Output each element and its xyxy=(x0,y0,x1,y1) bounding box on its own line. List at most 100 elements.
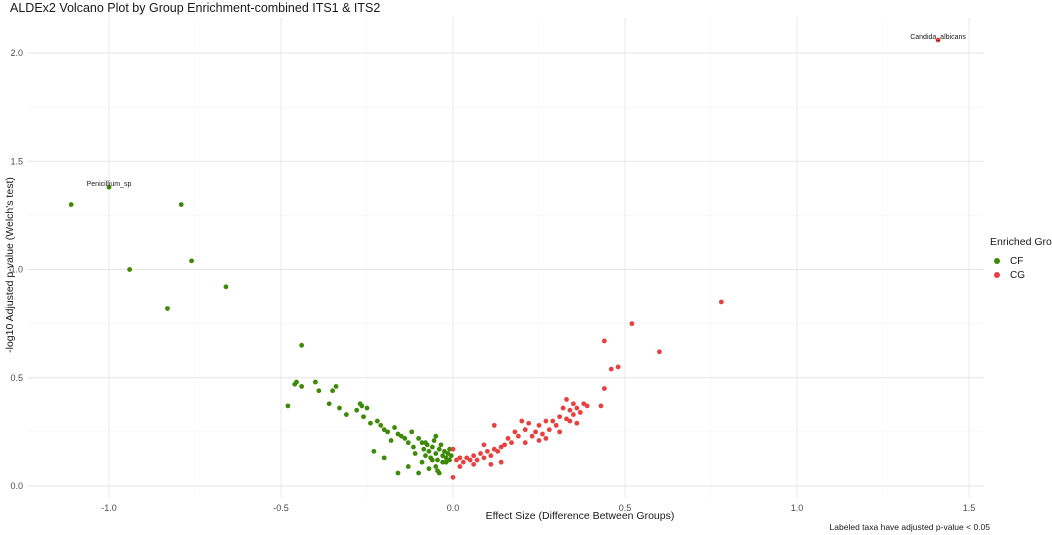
point-cg xyxy=(577,409,583,415)
legend: Enriched Group CF CG xyxy=(990,236,1052,282)
point-cg xyxy=(509,440,514,446)
point-cg xyxy=(536,438,542,443)
point-annotation: Penicillium_sp xyxy=(87,181,132,188)
point-cg xyxy=(557,414,563,420)
point-cg xyxy=(454,457,459,463)
y-tick-label: 0.5 xyxy=(10,373,23,383)
point-cg xyxy=(471,461,477,467)
point-cf xyxy=(368,420,373,426)
plot-caption: Labeled taxa have adjusted p-value < 0.0… xyxy=(829,522,990,532)
legend-title: Enriched Group xyxy=(990,236,1052,248)
point-cg xyxy=(478,451,483,456)
point-cg xyxy=(467,457,473,463)
point-cf xyxy=(343,412,349,417)
point-cg xyxy=(491,446,497,452)
legend-label-cg: CG xyxy=(1010,269,1025,281)
point-cg xyxy=(498,444,504,450)
point-cg xyxy=(502,442,507,448)
point-cf xyxy=(440,459,446,465)
x-tick-label: -1.0 xyxy=(101,503,117,513)
legend-item-cf: CF xyxy=(994,254,1052,268)
point-cf xyxy=(443,459,449,465)
point-cg xyxy=(571,401,576,407)
point-cf xyxy=(326,401,332,407)
point-cg xyxy=(464,455,470,461)
point-cf xyxy=(395,431,401,437)
y-tick-label: 2.0 xyxy=(10,48,23,58)
point-cf xyxy=(395,470,401,476)
point-cg xyxy=(540,431,545,437)
point-cf xyxy=(374,418,380,424)
point-cg xyxy=(488,461,494,467)
point-cg xyxy=(488,453,494,459)
x-axis-ticks: -1.0 -0.5 0.0 0.5 1.0 1.5 xyxy=(101,503,975,513)
point-cg xyxy=(529,433,535,439)
point-cg xyxy=(519,418,525,424)
point-cg xyxy=(536,422,542,428)
point-cg xyxy=(512,429,518,435)
point-cg xyxy=(481,455,487,461)
point-cf xyxy=(447,446,452,452)
point-cf xyxy=(429,444,435,450)
point-cg xyxy=(526,420,532,426)
point-cf xyxy=(371,448,377,454)
point-cg xyxy=(615,364,621,370)
point-cf xyxy=(421,446,427,452)
point-cf xyxy=(440,453,446,459)
point-cf xyxy=(364,405,370,411)
point-cf xyxy=(330,388,335,394)
y-axis-label: -log10 Adjusted p-value (Welch's test) xyxy=(4,177,16,353)
annotations: Penicillium_sp Candida_albicans xyxy=(87,34,967,188)
point-cf xyxy=(378,422,384,428)
point-cg xyxy=(450,446,456,452)
point-cf xyxy=(388,438,394,443)
point-cg xyxy=(481,442,487,448)
point-cf xyxy=(68,202,74,207)
point-cf xyxy=(178,202,184,207)
y-tick-label: 0.0 xyxy=(10,481,23,491)
point-cf xyxy=(313,379,318,385)
x-tick-label: 1.5 xyxy=(963,503,976,513)
legend-swatch-cf xyxy=(994,258,1000,264)
point-cg xyxy=(457,455,463,461)
point-cf xyxy=(429,457,435,463)
point-cf xyxy=(448,453,454,459)
point-cf xyxy=(435,468,440,474)
point-cg xyxy=(598,403,604,409)
point-annotation: Candida_albicans xyxy=(910,34,966,41)
x-tick-label: -0.5 xyxy=(273,503,289,513)
point-cf xyxy=(442,448,447,454)
point-cf xyxy=(189,258,194,264)
point-cg xyxy=(564,416,569,422)
point-cf xyxy=(438,442,444,448)
chart-title: ALDEx2 Volcano Plot by Group Enrichment-… xyxy=(10,1,381,15)
point-cf xyxy=(447,457,452,463)
point-cf xyxy=(223,284,229,290)
point-cf xyxy=(426,448,432,454)
y-tick-label: 1.5 xyxy=(10,156,23,166)
point-cg xyxy=(608,366,614,372)
point-cf xyxy=(405,440,411,446)
point-cg xyxy=(495,448,501,454)
point-cg xyxy=(522,427,528,433)
point-cf xyxy=(316,388,322,394)
point-cg xyxy=(601,338,607,344)
point-cg xyxy=(533,429,538,435)
point-cg xyxy=(485,448,490,454)
point-cf xyxy=(333,384,339,389)
point-cg xyxy=(491,422,497,428)
point-cf xyxy=(337,405,342,411)
point-cf xyxy=(433,433,439,439)
point-cf xyxy=(385,429,391,435)
point-cg xyxy=(601,386,607,391)
point-cf xyxy=(294,379,299,385)
point-cg xyxy=(584,403,590,409)
point-cg xyxy=(471,453,477,459)
point-cg xyxy=(553,422,559,428)
data-points xyxy=(68,37,941,480)
x-tick-label: 0.5 xyxy=(619,503,632,513)
point-cf xyxy=(399,433,404,439)
point-cf xyxy=(433,464,439,469)
point-cf xyxy=(361,414,366,420)
